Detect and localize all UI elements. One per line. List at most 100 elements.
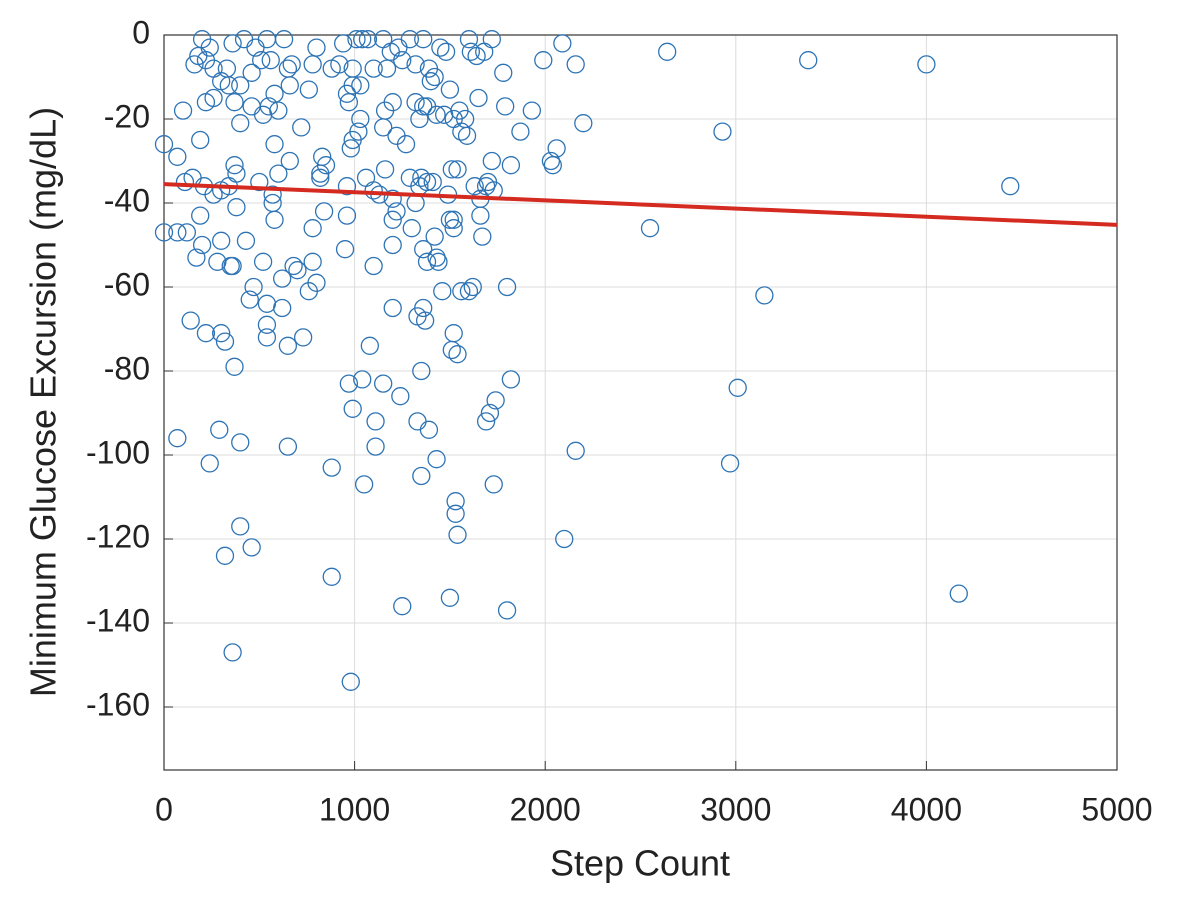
plot-frame bbox=[163, 34, 1118, 771]
x-tick-label: 2000 bbox=[510, 791, 581, 827]
data-point bbox=[278, 437, 298, 456]
data-point bbox=[442, 160, 461, 179]
data-point bbox=[288, 261, 307, 280]
data-point bbox=[440, 80, 460, 99]
data-point bbox=[191, 130, 210, 150]
data-point bbox=[225, 357, 244, 376]
data-point bbox=[383, 210, 402, 229]
data-point bbox=[467, 46, 486, 66]
data-point bbox=[353, 370, 372, 389]
x-tick-label: 0 bbox=[155, 791, 173, 827]
data-point bbox=[196, 324, 216, 343]
data-point bbox=[480, 403, 500, 423]
data-point bbox=[799, 51, 818, 70]
data-point bbox=[274, 30, 294, 49]
data-point bbox=[284, 256, 303, 276]
data-point bbox=[343, 76, 362, 95]
x-axis-label: Step Count bbox=[550, 843, 730, 884]
data-point bbox=[351, 109, 370, 129]
data-point bbox=[282, 55, 301, 74]
data-point bbox=[412, 466, 431, 486]
data-point bbox=[189, 46, 208, 66]
data-point bbox=[917, 55, 936, 74]
data-point bbox=[215, 332, 235, 351]
data-point bbox=[374, 374, 393, 393]
y-tick-label: -120 bbox=[86, 518, 150, 554]
data-point bbox=[446, 492, 465, 511]
data-point bbox=[204, 88, 223, 108]
data-point bbox=[658, 42, 677, 61]
data-point bbox=[448, 345, 467, 364]
data-point bbox=[200, 454, 219, 473]
data-point bbox=[366, 412, 385, 431]
data-point bbox=[374, 118, 393, 137]
data-point bbox=[484, 475, 503, 494]
data-point bbox=[383, 235, 402, 255]
data-point bbox=[236, 231, 256, 250]
data-point bbox=[347, 30, 366, 49]
data-point bbox=[412, 361, 431, 381]
data-point bbox=[303, 252, 322, 271]
data-point bbox=[261, 51, 280, 70]
data-point bbox=[501, 370, 521, 389]
data-point bbox=[440, 588, 460, 607]
data-point bbox=[173, 101, 193, 120]
y-tick-label: -40 bbox=[104, 182, 150, 218]
y-axis-label: Minimum Glucose Excursion (mg/dL) bbox=[23, 107, 64, 697]
data-point bbox=[242, 538, 261, 557]
y-tick-label: -60 bbox=[104, 266, 150, 302]
data-point bbox=[421, 72, 440, 91]
data-point bbox=[383, 298, 402, 318]
data-point bbox=[225, 93, 244, 112]
data-point bbox=[442, 340, 461, 360]
data-point bbox=[191, 206, 210, 225]
data-point bbox=[280, 151, 299, 171]
data-point bbox=[354, 475, 374, 494]
data-point bbox=[351, 76, 370, 95]
data-point bbox=[391, 387, 410, 406]
data-point bbox=[435, 105, 454, 124]
data-point bbox=[212, 231, 231, 250]
data-point bbox=[227, 198, 246, 217]
data-point bbox=[263, 185, 282, 204]
data-point bbox=[303, 219, 322, 238]
data-point bbox=[566, 55, 585, 74]
data-point bbox=[415, 311, 435, 330]
data-point bbox=[337, 206, 357, 225]
data-point bbox=[177, 223, 197, 242]
data-point bbox=[412, 168, 431, 187]
data-point bbox=[444, 210, 463, 229]
data-point bbox=[444, 219, 463, 238]
data-point bbox=[292, 118, 311, 137]
data-point bbox=[185, 55, 204, 74]
data-point bbox=[307, 38, 326, 57]
data-point bbox=[242, 63, 261, 82]
data-point bbox=[417, 252, 437, 271]
data-point bbox=[393, 597, 412, 616]
data-point bbox=[547, 139, 566, 158]
data-point bbox=[231, 76, 250, 95]
data-point bbox=[949, 584, 968, 603]
data-point bbox=[400, 30, 420, 49]
data-point bbox=[1001, 177, 1020, 196]
data-point bbox=[473, 227, 492, 246]
data-point bbox=[154, 135, 174, 154]
data-point bbox=[253, 252, 273, 271]
data-point bbox=[433, 282, 452, 301]
data-point bbox=[212, 324, 231, 343]
data-point bbox=[461, 42, 481, 61]
data-point bbox=[427, 248, 446, 267]
data-point bbox=[497, 601, 517, 620]
data-point bbox=[231, 114, 250, 133]
data-point bbox=[720, 454, 740, 473]
data-point bbox=[486, 391, 505, 410]
data-point bbox=[423, 172, 442, 192]
data-point bbox=[227, 164, 246, 183]
data-point bbox=[419, 420, 439, 439]
data-point bbox=[334, 34, 353, 53]
data-point bbox=[187, 248, 206, 267]
data-point bbox=[231, 517, 250, 536]
data-point bbox=[387, 202, 406, 221]
data-point bbox=[278, 59, 298, 78]
data-point bbox=[425, 227, 444, 246]
